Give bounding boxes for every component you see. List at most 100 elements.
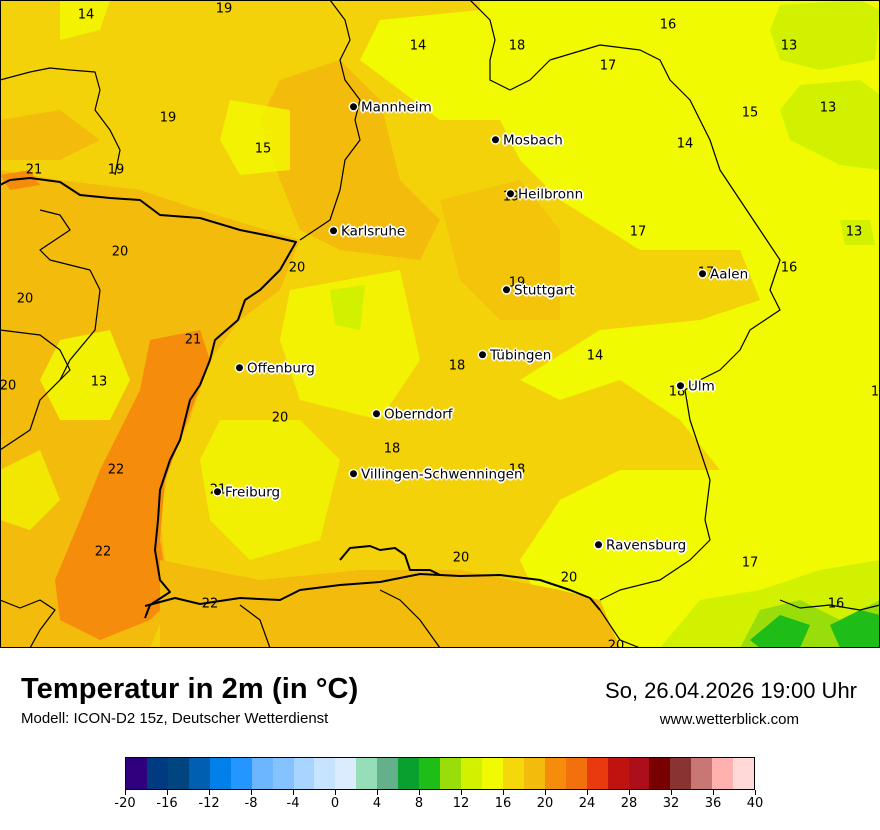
temperature-label: 13 [819, 100, 837, 116]
legend-tick-label: 0 [330, 796, 340, 811]
legend-color-segment [523, 758, 545, 789]
legend-tick-label: 24 [578, 796, 596, 811]
temperature-label: 19 [159, 110, 177, 126]
legend-tick-label: 36 [704, 796, 722, 811]
temperature-label: 21 [25, 162, 43, 178]
temperature-label: 20 [607, 638, 625, 649]
city-name: Mannheim [361, 99, 432, 116]
city-dot-icon [350, 469, 357, 477]
city-dot-icon [503, 285, 510, 293]
city-marker: Mosbach [492, 134, 563, 148]
temperature-label: 17 [599, 58, 617, 74]
legend-color-segment [691, 758, 713, 789]
city-dot-icon [595, 540, 602, 548]
legend-color-segment [481, 758, 503, 789]
temperature-label: 18 [668, 384, 686, 400]
temperature-label: 17 [741, 555, 759, 571]
city-name: Tübingen [490, 347, 552, 364]
legend-color-segment [251, 758, 273, 789]
legend-color-segment [419, 758, 441, 789]
temperature-label: 19 [502, 189, 520, 205]
temperature-map: 14 19 14 18 16 17 13 13 15 19 15 21 19 14 19 17 13 20 20 17… [0, 0, 880, 648]
legend-color-segment [272, 758, 294, 789]
city-dot-icon [677, 381, 684, 389]
legend-color-segment [649, 758, 671, 789]
city-name: Offenburg [247, 360, 315, 377]
city-name: Heilbronn [518, 186, 584, 203]
temperature-label: 16 [827, 596, 845, 612]
legend-tick-label: 32 [662, 796, 680, 811]
legend-color-segment [377, 758, 399, 789]
city-dot-icon [330, 226, 337, 234]
city-marker: Aalen [699, 268, 748, 282]
city-dot-icon [479, 350, 486, 358]
temperature-label: 22 [107, 462, 125, 478]
temperature-label: 16 [659, 17, 677, 33]
legend-tick-label: 12 [452, 796, 470, 811]
city-dot-icon [373, 409, 380, 417]
legend-tick-label: -8 [244, 796, 258, 811]
legend-tick-mark [418, 790, 420, 795]
city-marker: Ulm [677, 380, 715, 394]
temperature-label: 1 [870, 384, 880, 400]
city-marker: Oberndorf [373, 408, 453, 422]
legend-color-segment [733, 758, 755, 789]
temperature-label: 20 [16, 291, 34, 307]
legend-color-segment [440, 758, 461, 789]
forecast-datetime: So, 26.04.2026 19:00 Uhr [605, 678, 857, 703]
legend-color-segment [293, 758, 315, 789]
legend-color-segment [398, 758, 420, 789]
legend-tick-label: -12 [198, 796, 220, 811]
temperature-label: 17 [629, 224, 647, 240]
legend-tick-mark [502, 790, 504, 795]
legend-color-segment [209, 758, 231, 789]
city-name: Ulm [688, 378, 715, 395]
temperature-label: 13 [90, 374, 108, 390]
city-dot-icon [214, 487, 221, 495]
city-name: Karlsruhe [341, 223, 406, 240]
legend-color-segment [461, 758, 482, 789]
temperature-label: 20 [0, 378, 17, 394]
color-legend-ticks [124, 790, 756, 796]
website-link[interactable]: www.wetterblick.com [659, 711, 799, 728]
legend-color-segment [167, 758, 189, 789]
city-marker: Ravensburg [595, 539, 686, 553]
temperature-label: 18 [508, 38, 526, 54]
legend-color-segment [712, 758, 734, 789]
temperature-label: 15 [254, 141, 272, 157]
city-dot-icon [350, 102, 357, 110]
legend-color-segment [356, 758, 378, 789]
legend-tick-label: 16 [494, 796, 512, 811]
temperature-label: 22 [94, 544, 112, 560]
city-marker: Mannheim [350, 101, 432, 115]
legend-tick-label: 8 [414, 796, 424, 811]
legend-tick-mark [754, 790, 756, 795]
legend-tick-mark [124, 790, 126, 795]
temperature-label: 18 [508, 462, 526, 478]
city-marker: Tübingen [479, 349, 551, 363]
city-marker: Villingen-Schwenningen [350, 468, 523, 482]
legend-color-segment [335, 758, 357, 789]
temperature-label: 14 [676, 136, 694, 152]
city-marker: Stuttgart [503, 284, 575, 298]
temperature-label: 21 [184, 332, 202, 348]
legend-tick-mark [670, 790, 672, 795]
city-dot-icon [492, 135, 499, 143]
legend-color-segment [188, 758, 210, 789]
legend-color-segment [670, 758, 692, 789]
city-dot-icon [699, 269, 706, 277]
legend-color-segment [565, 758, 587, 789]
legend-tick-mark [292, 790, 294, 795]
legend-tick-mark [208, 790, 210, 795]
temperature-label: 14 [77, 7, 95, 23]
legend-tick-mark [334, 790, 336, 795]
legend-tick-mark [586, 790, 588, 795]
legend-tick-label: 40 [746, 796, 764, 811]
city-marker: Karlsruhe [330, 225, 405, 239]
city-name: Villingen-Schwenningen [361, 466, 523, 483]
city-name: Aalen [710, 266, 749, 283]
temperature-label: 20 [271, 410, 289, 426]
city-dot-icon [507, 189, 514, 197]
legend-tick-mark [544, 790, 546, 795]
legend-tick-label: -16 [156, 796, 178, 811]
